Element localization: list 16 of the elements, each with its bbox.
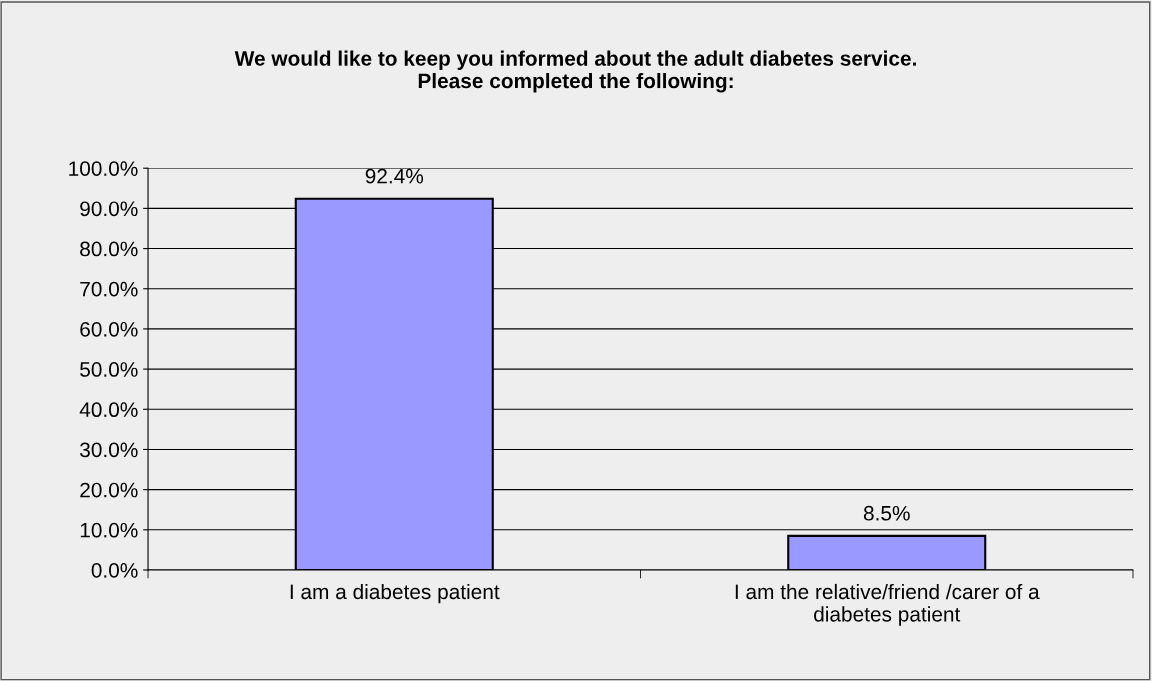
- y-tick-label: 50.0%: [80, 362, 138, 377]
- y-tick-label: 80.0%: [80, 241, 138, 257]
- y-tick-label: 0.0%: [91, 563, 138, 578]
- y-tick-label: 40.0%: [79, 402, 138, 418]
- y-tick-label: 100.0%: [69, 161, 138, 176]
- x-tick-label: I am a diabetes patient: [290, 583, 500, 604]
- x-tick-label: I am the relative/friend /carer of a diabetes patient: [735, 583, 1040, 626]
- data-label: 92.4%: [365, 168, 424, 184]
- y-tick-label: 20.0%: [80, 482, 138, 498]
- y-tick-label: 90.0%: [80, 201, 138, 217]
- chart-title: We would like to keep you informed about the adult diabetes service. Please completed the following:: [234, 50, 916, 93]
- y-tick-label: 10.0%: [80, 522, 138, 538]
- y-tick-label: 60.0%: [80, 321, 138, 337]
- y-tick-label: 70.0%: [80, 281, 138, 297]
- y-tick-label: 30.0%: [80, 442, 138, 458]
- data-label: 8.5%: [863, 505, 910, 521]
